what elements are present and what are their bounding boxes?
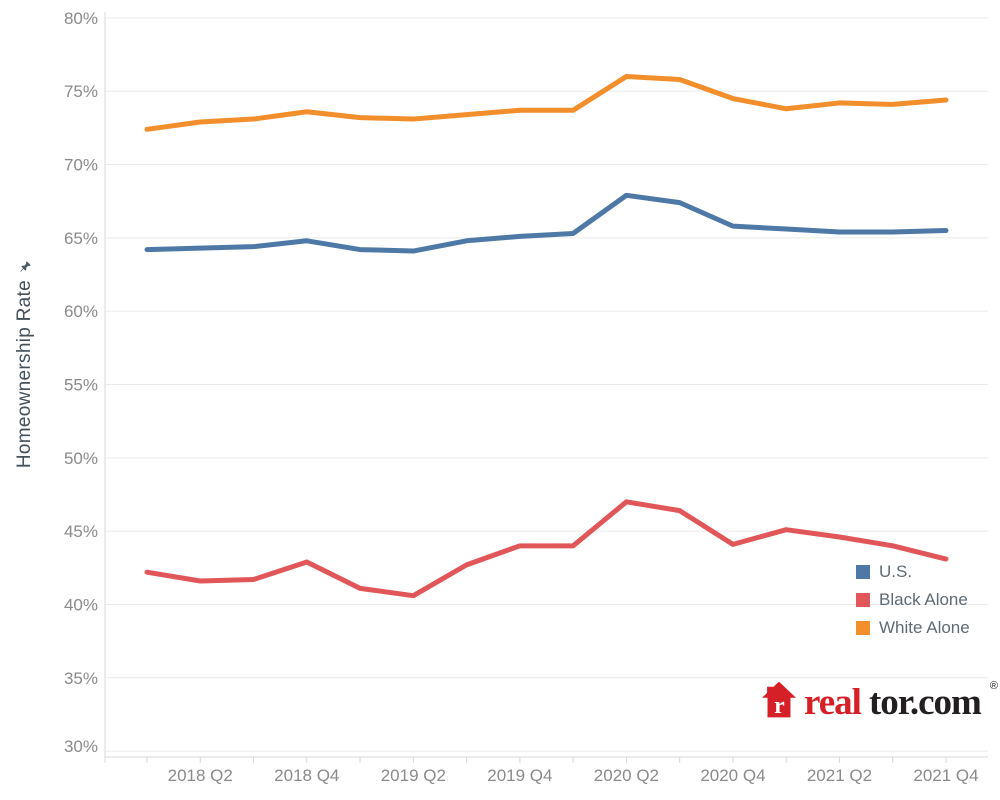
realtor-house-icon: r [762, 681, 796, 718]
x-tick-label: 2018 Q4 [274, 766, 339, 785]
y-tick-label: 50% [64, 449, 98, 468]
y-tick-label: 80% [64, 9, 98, 28]
x-tick-label: 2018 Q2 [168, 766, 233, 785]
x-tick-label: 2021 Q2 [807, 766, 872, 785]
x-tick-label: 2019 Q4 [487, 766, 552, 785]
x-tick-label: 2019 Q2 [381, 766, 446, 785]
series-line-black-alone [144, 499, 949, 599]
y-axis-title-text: Homeownership Rate [14, 280, 35, 469]
logo-text-dark: tor.com [868, 681, 982, 723]
legend-swatch-u-s [856, 565, 870, 579]
registered-mark: ® [989, 680, 998, 692]
x-tick-label: 2020 Q4 [700, 766, 765, 785]
series-line-u-s [144, 192, 949, 254]
y-tick-label: 55% [64, 376, 98, 395]
legend-swatch-white-alone [856, 621, 870, 635]
legend-item-black-alone: Black Alone [856, 589, 970, 611]
y-tick-label: 30% [64, 737, 98, 756]
x-tick-label: 2021 Q4 [913, 766, 978, 785]
y-tick-label: 40% [64, 595, 98, 614]
legend-label: Black Alone [879, 590, 968, 609]
y-tick-label: 70% [64, 156, 98, 175]
legend-swatch-black-alone [856, 593, 870, 607]
y-tick-label: 45% [64, 522, 98, 541]
legend-item-u-s: U.S. [856, 561, 970, 583]
y-axis-title: Homeownership Rate [14, 260, 36, 468]
logo-house-letter: r [774, 693, 785, 718]
series-line-white-alone [144, 74, 949, 132]
legend: U.S. Black Alone White Alone [856, 561, 970, 639]
x-tick-label: 2020 Q2 [594, 766, 659, 785]
y-tick-label: 35% [64, 669, 98, 688]
legend-item-white-alone: White Alone [856, 617, 970, 639]
legend-label: White Alone [879, 618, 970, 637]
y-tick-label: 60% [64, 302, 98, 321]
y-tick-label: 75% [64, 82, 98, 101]
logo-text-real: real [804, 681, 862, 723]
realtor-logo: r real tor.com ® [762, 680, 998, 723]
pushpin-icon [19, 261, 31, 272]
legend-label: U.S. [879, 562, 913, 581]
y-tick-label: 65% [64, 229, 98, 248]
